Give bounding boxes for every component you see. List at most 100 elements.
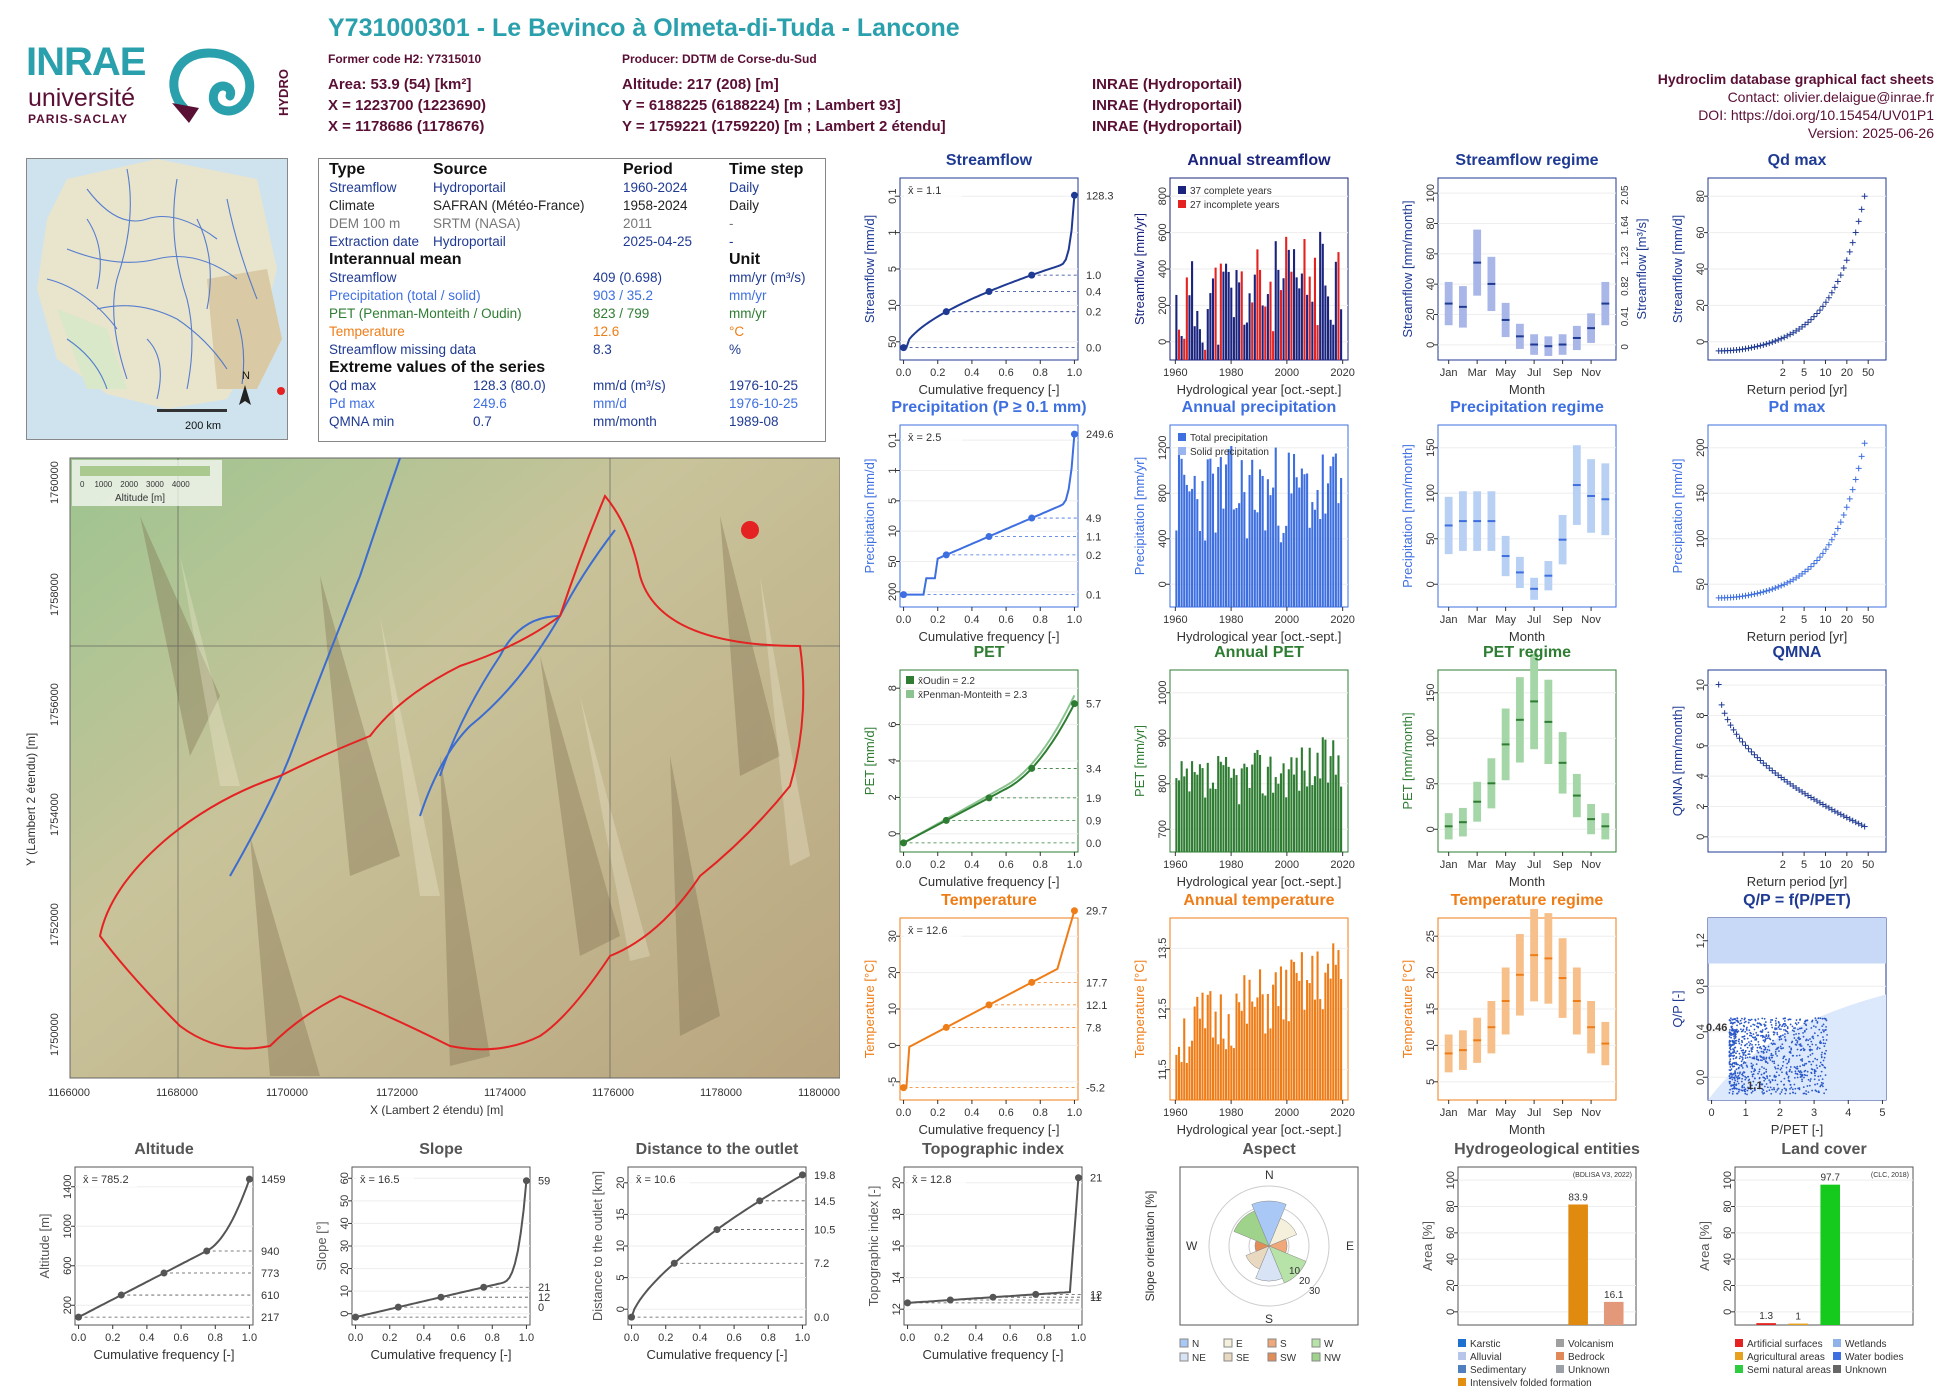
qp-point: [1795, 1039, 1797, 1042]
qp-point: [1799, 1038, 1802, 1040]
ext-row-qd: Qd max 128.3 (80.0) mm/d (m³/s) 1976-10-25: [329, 378, 799, 393]
qp-point: [1740, 1063, 1743, 1066]
scatter-point: [1819, 550, 1826, 557]
qp-point: [1801, 1080, 1803, 1083]
qp-point: [1803, 1064, 1806, 1067]
contact[interactable]: Contact: olivier.delaigue@inrae.fr: [1727, 89, 1934, 105]
bar: [1324, 739, 1327, 852]
y-axis-label: Slope [°]: [314, 1221, 329, 1270]
qp-point: [1753, 1070, 1755, 1073]
x-tick-label: 0.8: [1033, 614, 1048, 626]
x-axis-label: Month: [1509, 874, 1545, 889]
qp-point: [1768, 1049, 1771, 1052]
scatter-point: [1754, 343, 1761, 350]
bar: [1201, 481, 1204, 607]
qp-point: [1754, 1018, 1757, 1021]
qp-point: [1736, 1076, 1739, 1078]
bar: [1222, 271, 1225, 360]
bar: [1274, 447, 1277, 607]
bar: [1319, 519, 1322, 607]
qp-point: [1790, 1047, 1793, 1050]
x-tick-label: 3: [1811, 1107, 1817, 1119]
former-code: Former code H2: Y7315010: [328, 52, 482, 66]
bar: [1232, 509, 1235, 607]
bar: [1303, 474, 1306, 607]
qp-point: [1822, 1082, 1824, 1085]
qp-point: [1731, 1022, 1734, 1025]
bar: [1240, 460, 1243, 607]
x-tick-label: 2: [1777, 1107, 1783, 1119]
qp-point: [1739, 1019, 1742, 1022]
y-tick-label: 800: [1157, 187, 1169, 205]
y-tick-label: 1.2: [1695, 933, 1707, 948]
bar: [1313, 999, 1316, 1100]
qp-point: [1811, 1052, 1814, 1055]
chart-title-temperature_regime: Temperature regime: [1450, 892, 1604, 909]
qp-point: [1777, 1026, 1780, 1029]
bar: [1217, 344, 1220, 360]
bar: [1264, 306, 1267, 360]
y-tick-label: 60: [1722, 1227, 1734, 1239]
qp-point: [1730, 1025, 1733, 1028]
qp-point: [1756, 1049, 1759, 1052]
river-network: [229, 457, 616, 877]
bar: [1240, 271, 1243, 360]
qp-point: [1756, 1034, 1759, 1037]
bar: [1206, 762, 1209, 852]
y2-tick-label: 0.41: [1620, 306, 1631, 326]
y-axis-label: Precipitation [mm/d]: [1670, 459, 1685, 574]
qp-point: [1785, 1058, 1787, 1061]
qp-point: [1822, 1064, 1824, 1067]
mean-label-bg: [904, 922, 962, 938]
qp-point: [1765, 1056, 1768, 1059]
qp-point: [1821, 1025, 1824, 1028]
bar: [1232, 317, 1235, 360]
scatter-point: [1730, 726, 1737, 733]
y2-tick-label: 2.05: [1620, 185, 1631, 205]
chart-title-topo: Topographic index: [922, 1141, 1064, 1158]
quantile-value-label: 29.7: [1086, 906, 1107, 918]
bar: [1306, 980, 1309, 1100]
category-bar: [1568, 1204, 1588, 1325]
y-axis-label: Precipitation [mm/yr]: [1132, 457, 1147, 575]
bar: [1287, 769, 1290, 852]
qp-point: [1800, 1075, 1803, 1078]
y-tick-label: 10: [887, 299, 899, 311]
qp-point: [1760, 1050, 1763, 1053]
qp-point: [1729, 1072, 1731, 1075]
scatter-point: [1736, 735, 1743, 742]
qp-point: [1744, 1049, 1747, 1052]
compass-label: N: [1265, 1168, 1274, 1182]
qp-point: [1741, 1077, 1744, 1080]
qp-point: [1794, 1072, 1797, 1075]
legend-swatch: [1311, 1352, 1321, 1362]
legend-swatch: [1833, 1352, 1841, 1360]
bar: [1261, 994, 1264, 1100]
scatter-point: [1843, 257, 1850, 264]
quantile-value-label: 0.2: [1086, 307, 1101, 319]
doi-link[interactable]: DOI: https://doi.org/10.15454/UV01P1: [1698, 107, 1934, 123]
qp-point: [1750, 1062, 1753, 1065]
qp-point: [1814, 1017, 1817, 1020]
chart-title-temperature: Temperature: [941, 892, 1037, 909]
interannual-heading: Interannual mean: [329, 251, 462, 268]
bar: [1256, 997, 1259, 1100]
rose-sector: [1268, 1217, 1298, 1247]
qp-point: [1807, 1039, 1810, 1042]
legend-entry: Wetlands: [1845, 1339, 1887, 1350]
qp-point: [1812, 1037, 1815, 1040]
chart-annual_streamflow: 1960 1980 2000 20200200400600800Hydrologica…: [1132, 177, 1355, 397]
bar: [1287, 249, 1290, 360]
bar: [1201, 342, 1204, 360]
qp-point: [1759, 1081, 1762, 1084]
qp-point: [1776, 1033, 1779, 1036]
qp-point: [1728, 1055, 1731, 1058]
qp-point: [1781, 1071, 1783, 1074]
y2-axis-label: Streamflow [m³/s]: [1634, 218, 1649, 319]
chart-annual_pet: 1960 1980 2000 20207008009001000Hydrologica…: [1132, 669, 1355, 889]
x-tick-label: 0.0: [900, 1332, 915, 1344]
quantile-point: [1028, 271, 1036, 279]
y-tick-label: 200: [1695, 439, 1707, 457]
qp-point: [1750, 1034, 1753, 1037]
legend-swatch: [1179, 1352, 1189, 1362]
